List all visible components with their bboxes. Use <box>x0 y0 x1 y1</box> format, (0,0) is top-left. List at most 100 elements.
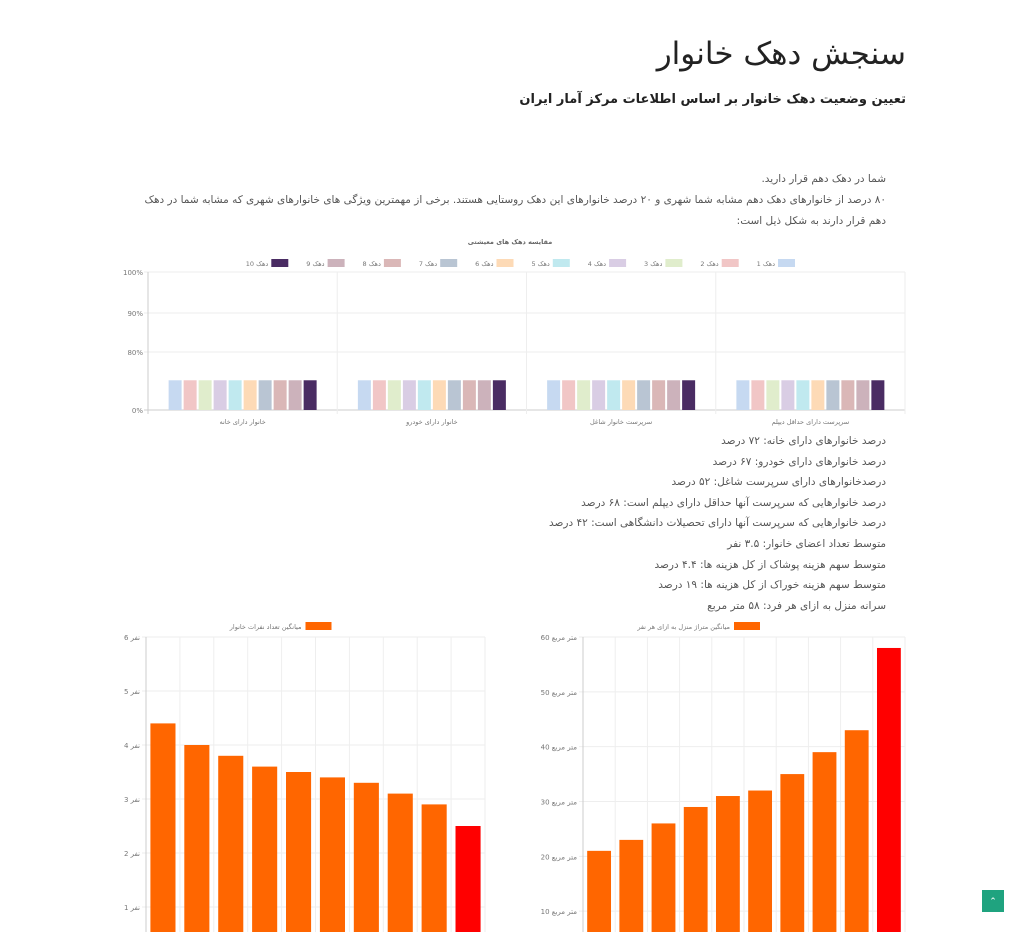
legend-swatch <box>496 259 514 267</box>
bar <box>577 380 591 410</box>
y-tick-label: 30 متر مربع <box>541 799 578 807</box>
bar <box>781 380 795 410</box>
bar <box>168 380 182 410</box>
bar <box>477 380 491 410</box>
y-tick-label: 60 متر مربع <box>541 634 578 642</box>
legend-swatch <box>305 622 332 630</box>
legend-label: دهک 8 <box>363 260 381 268</box>
bar <box>184 745 210 932</box>
bar <box>421 804 447 932</box>
bar <box>252 766 278 932</box>
bar <box>198 380 212 410</box>
bar <box>547 380 561 410</box>
bar <box>683 806 708 932</box>
legend-label: دهک 9 <box>306 260 324 268</box>
legend-swatch <box>440 259 458 267</box>
stats-list: درصد خانوارهای دارای خانه: ۷۲ درصد درصد … <box>549 431 886 616</box>
legend-swatch <box>327 259 345 267</box>
y-tick-label: 5 نفر <box>124 688 140 696</box>
y-tick-label: 6 نفر <box>124 634 140 642</box>
y-tick-label: 3 نفر <box>124 796 140 804</box>
household-size-chart: میانگین تعداد نفرات خانوار 1 نفر 2 نفر 3 نف… <box>124 622 486 932</box>
bar <box>736 380 750 410</box>
decile-result-text: شما در دهک دهم قرار دارید. <box>761 173 886 185</box>
legend-label: دهک 7 <box>419 260 437 268</box>
x-tick-label: سرپرست دارای حداقل دیپلم <box>772 418 850 426</box>
legend-swatch <box>271 259 289 267</box>
legend-swatch <box>665 259 683 267</box>
bar <box>651 823 676 932</box>
bar <box>387 793 413 932</box>
bar <box>273 380 287 410</box>
bar <box>856 380 870 410</box>
bar <box>622 380 636 410</box>
bar <box>213 380 227 410</box>
bar <box>288 380 302 410</box>
bar <box>432 380 446 410</box>
legend-swatch <box>552 259 570 267</box>
bar <box>243 380 257 410</box>
bar <box>402 380 416 410</box>
stat-item: درصد خانوارهایی که سرپرست آنها دارای تحص… <box>548 517 886 530</box>
bar <box>258 380 272 410</box>
stat-item: سرانه منزل به ازای هر فرد: ۵۸ متر مربع <box>707 599 886 612</box>
bar <box>303 380 317 410</box>
stat-item: متوسط تعداد اعضای خانوار: ۳.۵ نفر <box>727 537 886 550</box>
bar <box>841 380 855 410</box>
bar <box>607 380 621 410</box>
bar <box>387 380 401 410</box>
page-title: سنجش دهک خانوار <box>656 36 906 72</box>
y-tick-label: 40 متر مربع <box>541 744 578 752</box>
stat-item: درصد خانوارهایی که سرپرست آنها حداقل دار… <box>581 496 886 509</box>
x-tick-label: سرپرست خانوار شاغل <box>590 418 652 426</box>
legend-label: دهک 5 <box>531 260 549 268</box>
chart-title: مقایسه دهک های معیشتی <box>468 238 553 246</box>
page-subtitle: تعیین وضعیت دهک خانوار بر اساس اطلاعات م… <box>519 92 906 107</box>
legend-swatch <box>609 259 627 267</box>
x-tick-label: خانوار دارای خودرو <box>405 418 458 426</box>
y-tick-label: 100% <box>123 269 143 277</box>
bar <box>455 826 481 932</box>
back-to-top-button[interactable]: ⌃ <box>982 890 1004 912</box>
y-tick-label: 2 نفر <box>124 850 140 858</box>
bar <box>183 380 197 410</box>
legend-label: میانگین متراژ منزل به ازای هر نفر <box>636 623 730 631</box>
legend-swatch <box>778 259 795 267</box>
y-tick-label: 10 متر مربع <box>541 908 578 916</box>
bar <box>682 380 696 410</box>
bar <box>811 380 825 410</box>
y-tick-label: 90% <box>127 310 143 318</box>
bar <box>353 782 379 932</box>
deciles-comparison-chart: مقایسه دهک های معیشتی دهک 1 دهک 2 دهک 3 دهک … <box>123 238 906 426</box>
legend-label: دهک 4 <box>588 260 606 268</box>
bar <box>462 380 476 410</box>
bar <box>286 772 312 932</box>
bar <box>319 777 345 932</box>
y-tick-label: 20 متر مربع <box>541 853 578 861</box>
stat-item: متوسط سهم هزینه پوشاک از کل هزینه ها: ۴.… <box>654 558 886 571</box>
chevron-up-icon: ⌃ <box>989 896 997 906</box>
bar <box>715 796 740 932</box>
legend-label: دهک 2 <box>700 260 718 268</box>
y-tick-label: 80% <box>127 349 143 357</box>
bar <box>667 380 681 410</box>
bar <box>357 380 371 410</box>
result-intro: شما در دهک دهم قرار دارید. ۸۰ درصد از خا… <box>136 169 886 232</box>
bar <box>150 723 176 932</box>
legend-swatch <box>734 622 760 630</box>
area-per-person-chart: میانگین متراژ منزل به ازای هر نفر 10 متر … <box>541 622 906 932</box>
legend-label: دهک 3 <box>644 260 662 268</box>
bar <box>492 380 506 410</box>
bar <box>218 755 244 932</box>
bar <box>562 380 576 410</box>
bar <box>447 380 461 410</box>
bar <box>652 380 666 410</box>
bar <box>876 647 901 932</box>
bar <box>637 380 651 410</box>
stat-item: درصدخانوارهای دارای سرپرست شاغل: ۵۲ درصد <box>671 476 887 489</box>
legend-label: دهک 10 <box>246 260 269 268</box>
stat-item: درصد خانوارهای دارای خودرو: ۶۷ درصد <box>712 455 886 468</box>
legend-swatch <box>383 259 401 267</box>
stat-item: متوسط سهم هزینه خوراک از کل هزینه ها: ۱۹… <box>658 579 886 592</box>
bar <box>748 790 773 932</box>
